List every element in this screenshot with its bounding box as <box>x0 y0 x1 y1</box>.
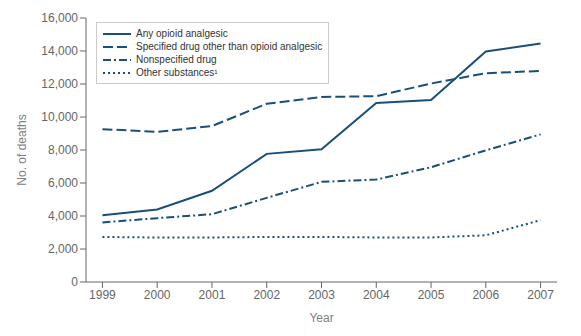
svg-text:2007: 2007 <box>527 288 554 302</box>
svg-text:16,000: 16,000 <box>41 11 78 25</box>
svg-text:2005: 2005 <box>418 288 445 302</box>
svg-text:8,000: 8,000 <box>48 143 78 157</box>
svg-text:2003: 2003 <box>308 288 335 302</box>
svg-text:1999: 1999 <box>89 288 116 302</box>
svg-text:6,000: 6,000 <box>48 176 78 190</box>
svg-text:14,000: 14,000 <box>41 44 78 58</box>
html-text:Other substances¹: Other substances¹ <box>136 67 218 78</box>
svg-text:No. of deaths: No. of deaths <box>15 114 29 185</box>
svg-text:2002: 2002 <box>253 288 280 302</box>
svg-text:2004: 2004 <box>363 288 390 302</box>
svg-text:2001: 2001 <box>199 288 226 302</box>
svg-text:4,000: 4,000 <box>48 209 78 223</box>
html-text:Nonspecified drug: Nonspecified drug <box>136 54 217 65</box>
svg-text:2,000: 2,000 <box>48 242 78 256</box>
svg-text:2000: 2000 <box>144 288 171 302</box>
html-text:Specified drug other than opio: Specified drug other than opioid analges… <box>136 41 323 52</box>
svg-text:12,000: 12,000 <box>41 77 78 91</box>
svg-text:2006: 2006 <box>472 288 499 302</box>
svg-text:Year: Year <box>309 311 333 325</box>
svg-text:10,000: 10,000 <box>41 110 78 124</box>
svg-text:0: 0 <box>71 275 78 289</box>
html-text:Any opioid analgesic: Any opioid analgesic <box>136 28 228 39</box>
